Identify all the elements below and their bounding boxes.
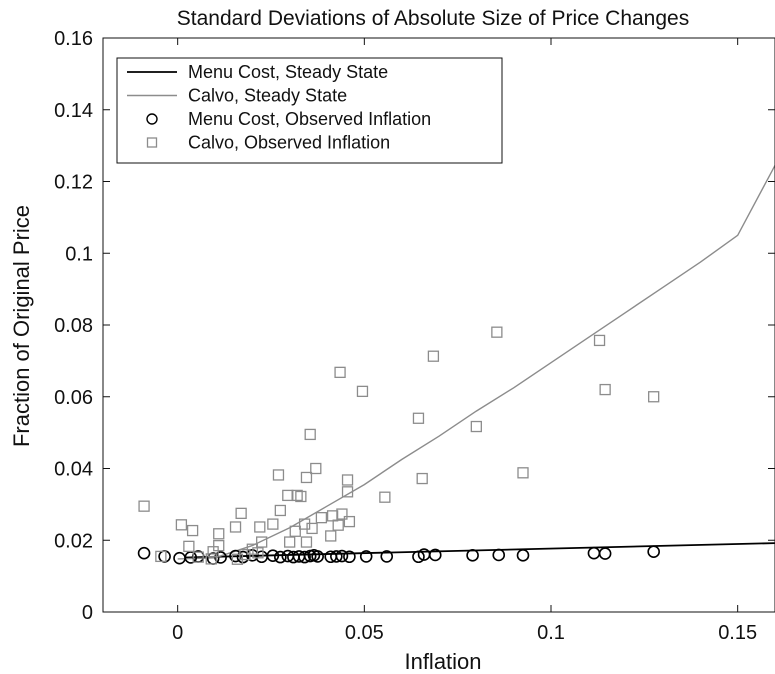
calvo-observed-marker — [336, 508, 348, 520]
menu-cost-observed-marker — [359, 550, 373, 563]
menu-cost-observed-marker — [214, 551, 227, 564]
calvo-observed-marker — [272, 469, 285, 481]
calvo-observed-marker — [310, 462, 322, 475]
calvo-observed-marker — [300, 536, 313, 548]
legend-item-calvo-steady-state: Calvo, Steady State — [188, 86, 347, 106]
calvo-observed-marker — [213, 539, 225, 552]
calvo-observed-marker — [300, 471, 313, 484]
calvo-observed-marker — [379, 491, 391, 503]
calvo-observed-marker — [315, 511, 328, 524]
calvo-observed-marker — [192, 551, 204, 563]
y-tick-label: 0 — [82, 602, 93, 624]
menu-cost-observed-marker — [492, 548, 506, 562]
y-tick-label: 0.06 — [54, 387, 93, 409]
y-tick-label: 0.1 — [65, 243, 93, 265]
menu-cost-observed-marker — [343, 550, 356, 564]
y-tick-label: 0.08 — [54, 315, 93, 337]
calvo-observed-marker — [343, 515, 356, 528]
calvo-observed-marker — [205, 553, 217, 565]
calvo-observed-marker — [229, 521, 242, 533]
legend-item-menu-cost-steady-state: Menu Cost, Steady State — [188, 62, 388, 82]
menu-cost-observed-marker — [428, 548, 442, 562]
calvo-observed-marker — [470, 420, 482, 433]
calvo-observed-marker — [175, 519, 188, 531]
x-tick-label: 0.15 — [718, 622, 757, 644]
legend: Menu Cost, Steady State Calvo, Steady Sta… — [116, 57, 503, 164]
menu-cost-observed-marker — [137, 546, 151, 560]
y-axis-title: Fraction of Original Price — [9, 205, 34, 447]
calvo-observed-marker — [213, 528, 225, 540]
y-tick-label: 0.02 — [54, 530, 93, 552]
menu-cost-observed-marker — [335, 549, 349, 563]
calvo-observed-marker — [284, 536, 296, 548]
axes: 0 0.05 0.1 0.15 0 0.02 0.04 0.06 0.08 0.1 0.12 0.14… — [54, 28, 775, 644]
menu-cost-observed-marker — [298, 550, 311, 564]
calvo-observed-marker — [491, 326, 503, 338]
calvo-observed-marker — [282, 489, 294, 502]
calvo-observed-marker — [254, 521, 266, 533]
calvo-observed-marker — [332, 519, 344, 531]
calvo-observed-marker — [274, 504, 286, 517]
calvo-observed-marker — [416, 472, 428, 485]
menu-cost-observed-marker — [587, 546, 601, 560]
calvo-observed-marker — [252, 547, 264, 559]
calvo-observed-marker — [412, 412, 425, 424]
calvo-observed-marker — [593, 334, 606, 347]
menu-cost-observed-marker — [311, 550, 324, 563]
y-tick-label: 0.04 — [54, 459, 93, 481]
menu-cost-observed-marker — [466, 549, 479, 562]
menu-cost-observed-marker — [598, 547, 612, 560]
calvo-observed-marker — [341, 486, 354, 498]
calvo-observed-marker — [517, 467, 529, 479]
calvo-observed-marker — [427, 350, 440, 362]
calvo-observed-marker — [235, 507, 247, 519]
calvo-observed-marker — [256, 536, 268, 548]
menu-cost-observed-marker — [274, 550, 287, 564]
calvo-steady-state-line — [177, 165, 775, 560]
y-tick-label: 0.14 — [54, 100, 93, 122]
legend-box — [116, 57, 503, 164]
calvo-observed-marker — [155, 550, 167, 563]
plot-area — [137, 165, 775, 565]
legend-item-calvo-observed: Calvo, Observed Inflation — [188, 133, 390, 153]
calvo-observed-marker — [267, 518, 279, 530]
calvo-observed-marker — [341, 474, 354, 486]
calvo-observed-marker — [356, 385, 369, 398]
menu-cost-observed-marker — [516, 549, 530, 562]
legend-square-sample — [146, 137, 158, 148]
menu-cost-observed-marker — [647, 545, 660, 559]
calvo-observed-marker — [289, 525, 301, 537]
calvo-observed-marker — [291, 489, 303, 502]
menu-cost-steady-state-line — [185, 542, 775, 559]
menu-cost-observed-marker — [158, 550, 171, 563]
menu-cost-observed-marker — [412, 550, 425, 564]
y-tick-label: 0.16 — [54, 28, 93, 50]
calvo-observed-marker — [295, 490, 307, 503]
menu-cost-observed-marker — [380, 550, 394, 563]
legend-item-menu-cost-observed: Menu Cost, Observed Inflation — [188, 109, 431, 129]
calvo-observed-marker — [138, 500, 150, 512]
calvo-observed-marker — [298, 518, 311, 530]
calvo-observed-marker — [186, 524, 199, 537]
y-tick-label: 0.12 — [54, 172, 93, 194]
menu-cost-observed-marker — [330, 550, 343, 563]
chart-title: Standard Deviations of Absolute Size of … — [177, 7, 689, 30]
menu-cost-observed-marker — [229, 549, 242, 563]
calvo-observed-marker — [304, 428, 316, 441]
calvo-observed-marker — [325, 530, 337, 542]
x-tick-label: 0 — [172, 622, 183, 644]
x-axis-title: Inflation — [404, 649, 481, 674]
calvo-observed-marker — [326, 510, 339, 522]
calvo-observed-marker — [334, 366, 346, 379]
x-tick-label: 0.1 — [537, 622, 565, 644]
calvo-observed-marker — [306, 522, 318, 535]
calvo-observed-marker — [599, 383, 611, 396]
menu-cost-observed-marker — [266, 549, 280, 562]
x-tick-label: 0.05 — [345, 622, 384, 644]
legend-circle-sample — [146, 113, 158, 125]
calvo-observed-marker — [648, 391, 660, 403]
calvo-observed-marker — [183, 540, 195, 552]
